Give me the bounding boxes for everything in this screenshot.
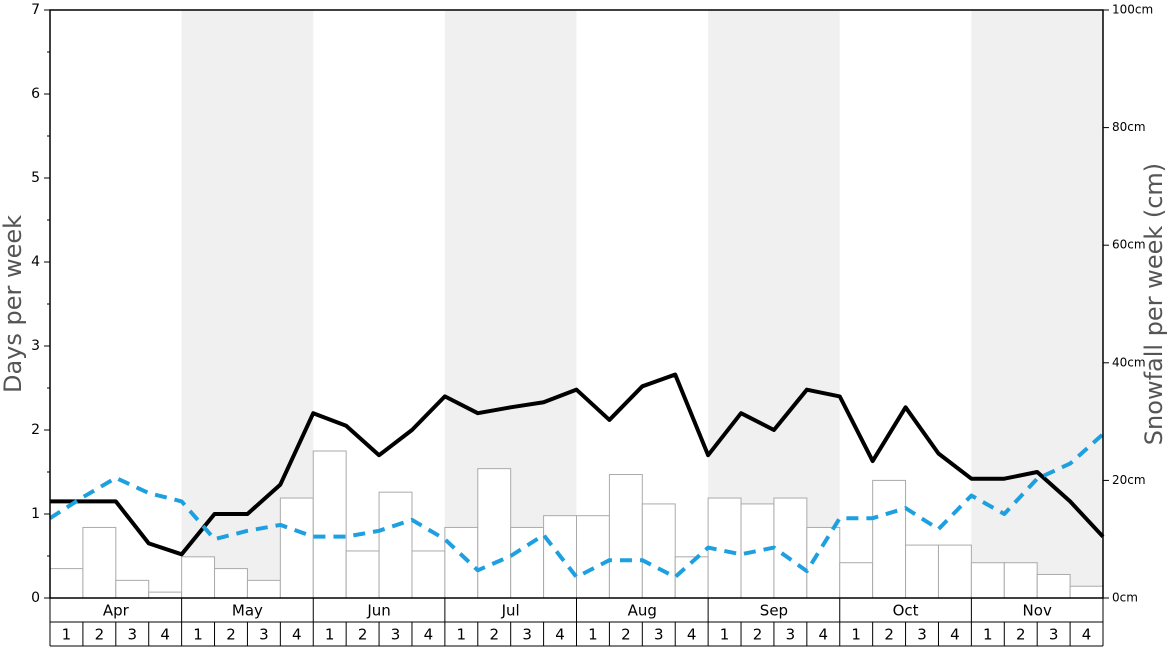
- snow-bar: [740, 503, 775, 599]
- snow-bar: [312, 450, 347, 599]
- week-label: 1: [983, 626, 993, 644]
- month-label: Apr: [103, 602, 130, 620]
- y-tick-label: 6: [31, 86, 40, 102]
- snow-bar: [477, 468, 512, 599]
- snow-bar: [1069, 585, 1104, 599]
- snow-bar: [641, 503, 676, 599]
- y2-tick-label: 80cm: [1112, 120, 1146, 134]
- week-label: 1: [457, 626, 467, 644]
- week-label: 4: [687, 626, 697, 644]
- snow-bar: [576, 515, 610, 599]
- y-tick-label: 1: [31, 506, 40, 522]
- week-label: 2: [884, 626, 894, 644]
- snow-bar: [115, 579, 150, 599]
- week-label: 4: [819, 626, 829, 644]
- snow-bar: [345, 550, 380, 599]
- week-label: 2: [621, 626, 631, 644]
- y2-tick-label: 60cm: [1112, 238, 1146, 252]
- week-label: 4: [950, 626, 960, 644]
- y-tick-label: 4: [31, 254, 40, 270]
- month-label: Jun: [366, 602, 390, 620]
- month-label: May: [232, 602, 263, 620]
- snow-bar: [214, 568, 248, 599]
- line-series: [48, 432, 1105, 579]
- week-label: 4: [292, 626, 302, 644]
- y2-tick-label: 100cm: [1112, 3, 1153, 17]
- week-label: 3: [786, 626, 796, 644]
- month-label: Sep: [760, 602, 788, 620]
- week-label: 3: [522, 626, 532, 644]
- week-label: 3: [1049, 626, 1059, 644]
- y2-axis-label: Snowfall per week (cm): [1140, 163, 1168, 445]
- snow-bar: [839, 562, 874, 599]
- y-tick-label: 5: [31, 170, 40, 186]
- snow-bar: [1036, 573, 1071, 599]
- month-label: Nov: [1023, 602, 1052, 620]
- week-label: 4: [424, 626, 434, 644]
- week-label: 2: [95, 626, 105, 644]
- y-tick-label: 2: [31, 422, 40, 438]
- month-label: Oct: [893, 602, 919, 620]
- y2-tick-label: 20cm: [1112, 473, 1146, 487]
- snow-bar: [608, 474, 643, 599]
- week-label: 3: [654, 626, 664, 644]
- snow-bar: [181, 556, 216, 599]
- week-label: 4: [1082, 626, 1092, 644]
- y2-tick-label: 40cm: [1112, 355, 1146, 369]
- snow-bar: [279, 497, 314, 599]
- y-tick-label: 0: [31, 590, 40, 606]
- week-label: 3: [127, 626, 137, 644]
- snow-bar: [444, 526, 479, 599]
- week-label: 4: [160, 626, 170, 644]
- week-label: 1: [193, 626, 203, 644]
- week-label: 2: [226, 626, 236, 644]
- week-label: 2: [753, 626, 763, 644]
- snow-bar: [49, 568, 84, 599]
- week-label: 3: [917, 626, 927, 644]
- y-tick-label: 3: [31, 338, 40, 354]
- snow-bar: [1003, 562, 1038, 599]
- snow-bar: [773, 497, 808, 599]
- y2-tick-label: 0cm: [1112, 591, 1138, 605]
- snow-bar: [905, 544, 939, 599]
- week-label: 1: [851, 626, 861, 644]
- snow-bar: [246, 579, 281, 599]
- month-label: Aug: [628, 602, 657, 620]
- week-label: 1: [720, 626, 730, 644]
- week-label: 1: [62, 626, 72, 644]
- snow-bar: [937, 544, 972, 599]
- week-label: 2: [1016, 626, 1026, 644]
- snow-bar: [970, 562, 1005, 599]
- month-band: [971, 10, 1103, 598]
- week-label: 4: [555, 626, 565, 644]
- week-label: 2: [358, 626, 368, 644]
- snow-bar: [411, 550, 446, 599]
- y-axis-label: Days per week: [0, 215, 27, 393]
- week-label: 2: [489, 626, 499, 644]
- week-label: 1: [325, 626, 335, 644]
- snow-bar: [510, 526, 545, 599]
- snow-bar: [378, 491, 413, 599]
- week-label: 1: [588, 626, 598, 644]
- snow-bar: [82, 526, 117, 599]
- week-label: 3: [259, 626, 269, 644]
- week-label: 3: [391, 626, 401, 644]
- y-tick-label: 7: [31, 2, 40, 18]
- month-label: Jul: [501, 602, 520, 620]
- snow-bar: [148, 591, 183, 599]
- line-series: [50, 372, 1105, 557]
- snow-bar: [872, 479, 907, 599]
